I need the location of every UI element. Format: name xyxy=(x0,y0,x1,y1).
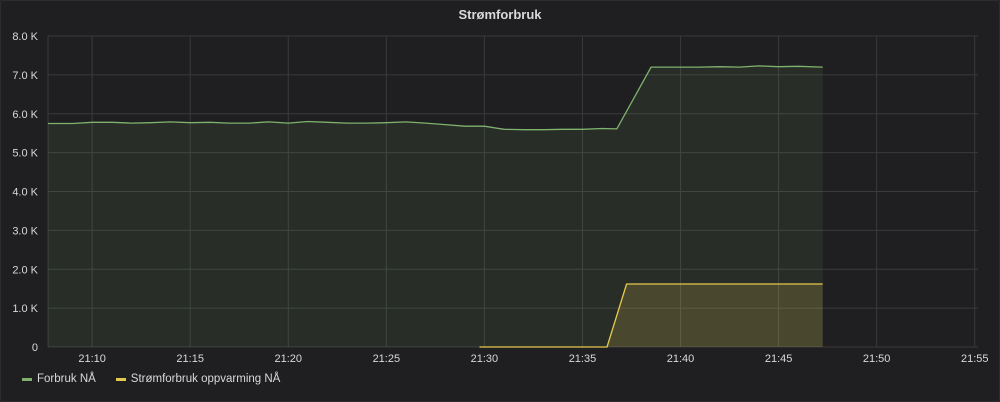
y-tick-label: 6.0 K xyxy=(12,109,38,121)
legend-swatch-forbruk xyxy=(22,377,32,381)
y-tick-label: 8.0 K xyxy=(12,31,38,43)
legend: Forbruk NÅ Strømforbruk oppvarming NÅ xyxy=(22,373,280,385)
y-axis-ticks: 0 1.0 K 2.0 K 3.0 K 4.0 K 5.0 K 6.0 K 7.0 K 8.0 … xyxy=(12,31,38,354)
y-tick-label: 7.0 K xyxy=(12,70,38,82)
grid-lines xyxy=(47,35,978,348)
y-tick-label: 5.0 K xyxy=(12,148,38,160)
x-tick-label: 21:25 xyxy=(373,353,401,365)
legend-item-oppvarming[interactable]: Strømforbruk oppvarming NÅ xyxy=(115,373,281,385)
x-tick-label: 21:15 xyxy=(176,353,204,365)
x-tick-label: 21:40 xyxy=(667,353,695,365)
series-lines xyxy=(48,65,823,348)
series-area xyxy=(48,65,823,348)
y-tick-label: 3.0 K xyxy=(12,225,38,237)
y-tick-label: 1.0 K xyxy=(12,303,38,315)
legend-swatch-oppvarming xyxy=(115,377,126,381)
x-tick-label: 21:30 xyxy=(471,353,499,365)
legend-item-forbruk[interactable]: Forbruk NÅ xyxy=(22,373,96,385)
x-axis-ticks: 21:10 21:15 21:20 21:25 21:30 21:35 21:40 21:45… xyxy=(78,353,988,365)
x-tick-label: 21:20 xyxy=(274,353,302,365)
x-tick-label: 21:10 xyxy=(78,353,106,365)
y-tick-label: 2.0 K xyxy=(12,264,38,276)
x-tick-label: 21:45 xyxy=(765,353,793,365)
x-tick-label: 21:50 xyxy=(863,353,891,365)
series-line xyxy=(479,283,823,348)
y-tick-label: 4.0 K xyxy=(12,187,38,199)
y-tick-label: 0 xyxy=(32,342,38,354)
series-area xyxy=(479,284,823,347)
series-areas xyxy=(48,65,823,348)
panel-title[interactable]: Strømforbruk xyxy=(458,7,542,22)
x-tick-label: 21:35 xyxy=(569,353,597,365)
x-tick-label: 21:55 xyxy=(961,353,989,365)
legend-label-forbruk: Forbruk NÅ xyxy=(37,373,96,385)
series-line xyxy=(48,65,823,131)
legend-label-oppvarming: Strømforbruk oppvarming NÅ xyxy=(130,373,281,385)
